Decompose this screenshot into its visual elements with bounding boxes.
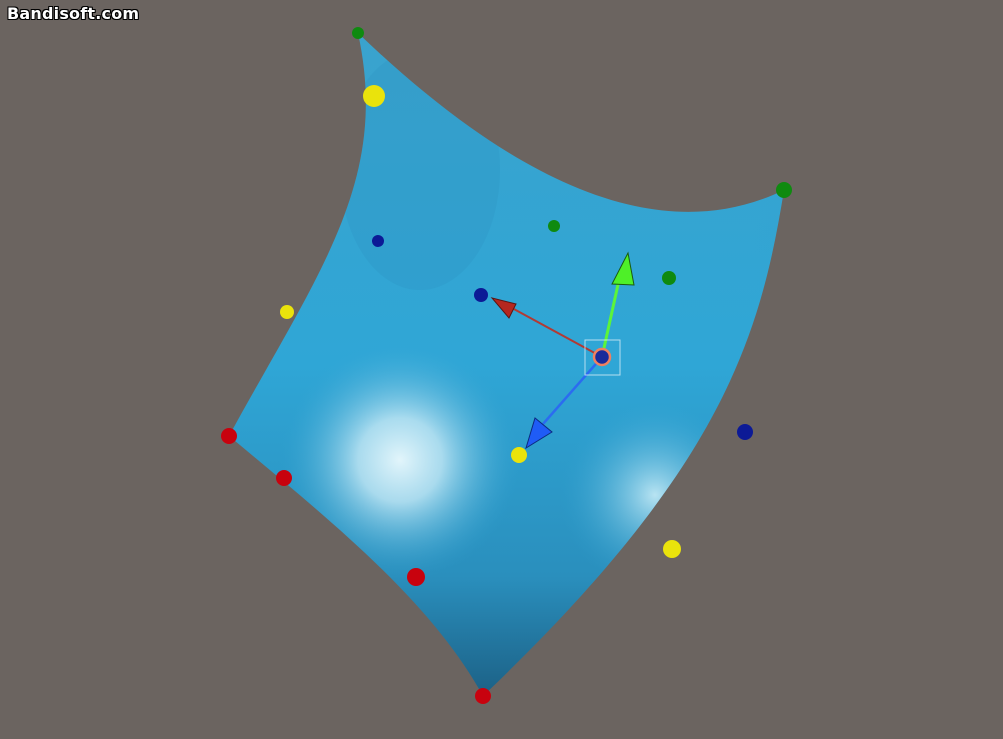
gizmo-center-handle[interactable] — [584, 339, 621, 376]
control-point-red[interactable] — [475, 688, 491, 704]
control-point-yellow[interactable] — [511, 447, 527, 463]
control-point-yellow[interactable] — [663, 540, 681, 558]
control-point-blue[interactable] — [372, 235, 384, 247]
control-point-yellow[interactable] — [280, 305, 294, 319]
control-point-green[interactable] — [352, 27, 364, 39]
control-point-green[interactable] — [548, 220, 560, 232]
control-point-green[interactable] — [776, 182, 792, 198]
transform-gizmo[interactable] — [490, 251, 635, 450]
control-point-red[interactable] — [407, 568, 425, 586]
watermark-text: Bandisoft.com — [7, 4, 140, 23]
control-point-blue[interactable] — [737, 424, 753, 440]
control-point-red[interactable] — [276, 470, 292, 486]
x-axis-handle[interactable] — [490, 297, 603, 358]
z-axis-handle[interactable] — [525, 356, 603, 450]
control-point-green[interactable] — [662, 271, 676, 285]
y-axis-handle[interactable] — [600, 251, 635, 358]
control-point-red[interactable] — [221, 428, 237, 444]
control-point-yellow[interactable] — [363, 85, 385, 107]
control-point-blue[interactable] — [474, 288, 488, 302]
